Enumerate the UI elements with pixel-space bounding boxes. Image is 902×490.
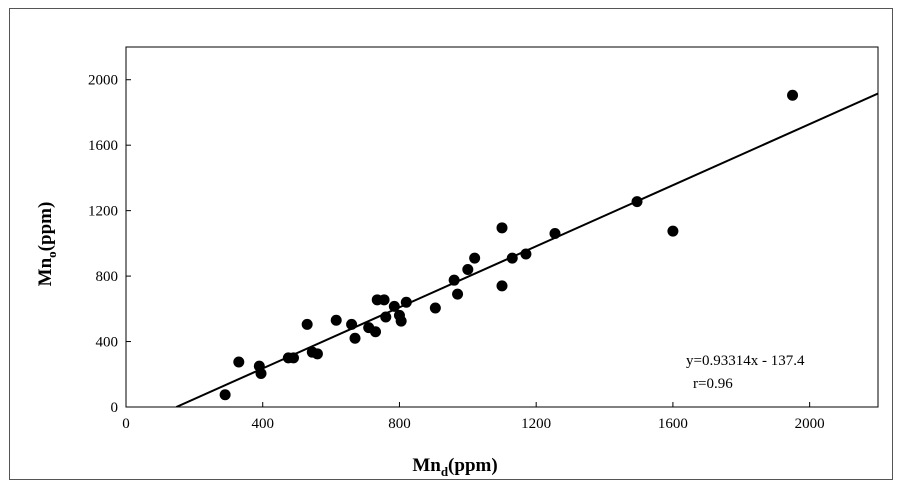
y-tick-label: 2000 — [88, 73, 118, 89]
y-tick-label: 1200 — [88, 204, 118, 220]
points-layer — [219, 89, 799, 401]
plot-border — [125, 46, 879, 408]
x-tick-label: 1200 — [521, 416, 551, 432]
y-tick-label: 0 — [111, 400, 119, 416]
x-axis-title: Mnd(ppm) — [412, 455, 497, 479]
data-point — [233, 356, 245, 368]
y-axis-title-unit: (ppm) — [35, 202, 56, 252]
x-tick-label: 400 — [251, 416, 274, 432]
data-point — [400, 296, 412, 308]
data-point — [346, 318, 358, 330]
data-point — [549, 228, 561, 240]
data-point — [448, 274, 460, 286]
data-point — [462, 264, 474, 276]
y-axis-title: Mno(ppm) — [35, 202, 59, 287]
y-axis-title-main: Mn — [35, 257, 56, 286]
data-point — [429, 302, 441, 314]
fit-equation: y=0.93314x - 137.4 — [686, 353, 805, 369]
x-axis-title-subscript: d — [441, 464, 449, 479]
fit-correlation: r=0.96 — [693, 376, 733, 392]
data-point — [667, 225, 679, 237]
y-tick-label: 400 — [96, 335, 119, 351]
data-point — [520, 248, 532, 260]
data-point — [452, 288, 464, 300]
plot-area — [125, 46, 879, 408]
chart-frame: 0 400 800 1200 1600 2000 0 400 800 1200 1600 2000 y… — [9, 8, 893, 480]
y-tick-label: 800 — [96, 269, 119, 285]
data-point — [349, 332, 361, 344]
data-point — [496, 222, 508, 234]
y-axis-title-subscript: o — [44, 251, 59, 258]
data-point — [469, 252, 481, 264]
x-axis-title-main: Mn — [412, 455, 441, 476]
x-tick-label: 2000 — [795, 416, 825, 432]
data-point — [330, 314, 342, 326]
y-tick-label: 1600 — [88, 138, 118, 154]
data-point — [380, 311, 392, 323]
x-tick-label: 0 — [122, 416, 130, 432]
ticks-layer: 0 400 800 1200 1600 2000 0 400 800 1200 1600 2000 — [88, 73, 825, 432]
x-tick-label: 1600 — [658, 416, 688, 432]
x-axis-title-unit: (ppm) — [448, 455, 498, 476]
data-point — [496, 280, 508, 292]
data-point — [506, 252, 518, 264]
data-point — [219, 389, 231, 401]
data-point — [301, 318, 313, 330]
data-point — [370, 326, 382, 338]
x-tick-label: 800 — [388, 416, 411, 432]
data-point — [378, 294, 390, 306]
data-point — [255, 367, 267, 379]
data-point — [287, 352, 299, 364]
data-point — [631, 196, 643, 208]
data-point — [395, 315, 407, 327]
data-point — [388, 300, 400, 312]
scatter-chart: 0 400 800 1200 1600 2000 0 400 800 1200 1600 2000 y… — [35, 46, 879, 479]
data-point — [787, 89, 799, 101]
data-point — [311, 348, 323, 360]
